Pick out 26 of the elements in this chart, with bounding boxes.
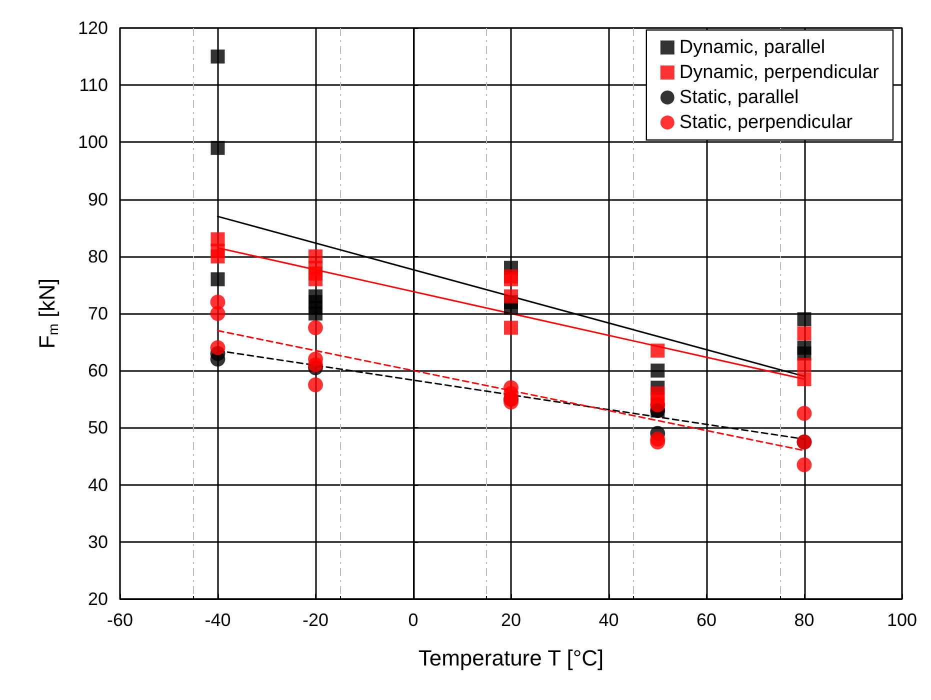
y-tick-label: 60: [88, 360, 108, 381]
y-tick-label: 90: [88, 189, 108, 210]
y-tick-label: 120: [78, 18, 108, 38]
x-tick-label: 40: [598, 610, 619, 630]
x-tick-label: 0: [408, 610, 418, 630]
y-axis-title: Fm [kN]: [34, 278, 61, 349]
x-tick-label: 100: [886, 610, 918, 630]
x-tick-label: -20: [302, 610, 329, 630]
y-tick-label: 50: [88, 418, 108, 438]
y-tick-label: 30: [88, 532, 108, 552]
legend-label: Dynamic, parallel: [679, 37, 826, 58]
y-tick-label: 100: [78, 132, 108, 152]
x-tick-label: -40: [204, 610, 231, 630]
y-tick-label: 70: [88, 304, 108, 324]
x-tick-label: 80: [794, 610, 814, 630]
x-tick-label: -60: [106, 610, 134, 630]
x-axis-title: Temperature T [°C]: [418, 646, 604, 670]
x-tick-label: 20: [500, 610, 522, 630]
y-tick-label: 110: [79, 75, 108, 96]
legend-label: Dynamic, perpendicular: [679, 62, 880, 83]
legend-label: Static, perpendicular: [679, 112, 854, 133]
x-tick-label: 60: [696, 610, 717, 630]
y-tick-label: 80: [88, 246, 108, 266]
y-tick-label: 40: [88, 474, 108, 495]
y-tick-label: 20: [88, 589, 108, 609]
legend-label: Static, parallel: [679, 87, 799, 108]
